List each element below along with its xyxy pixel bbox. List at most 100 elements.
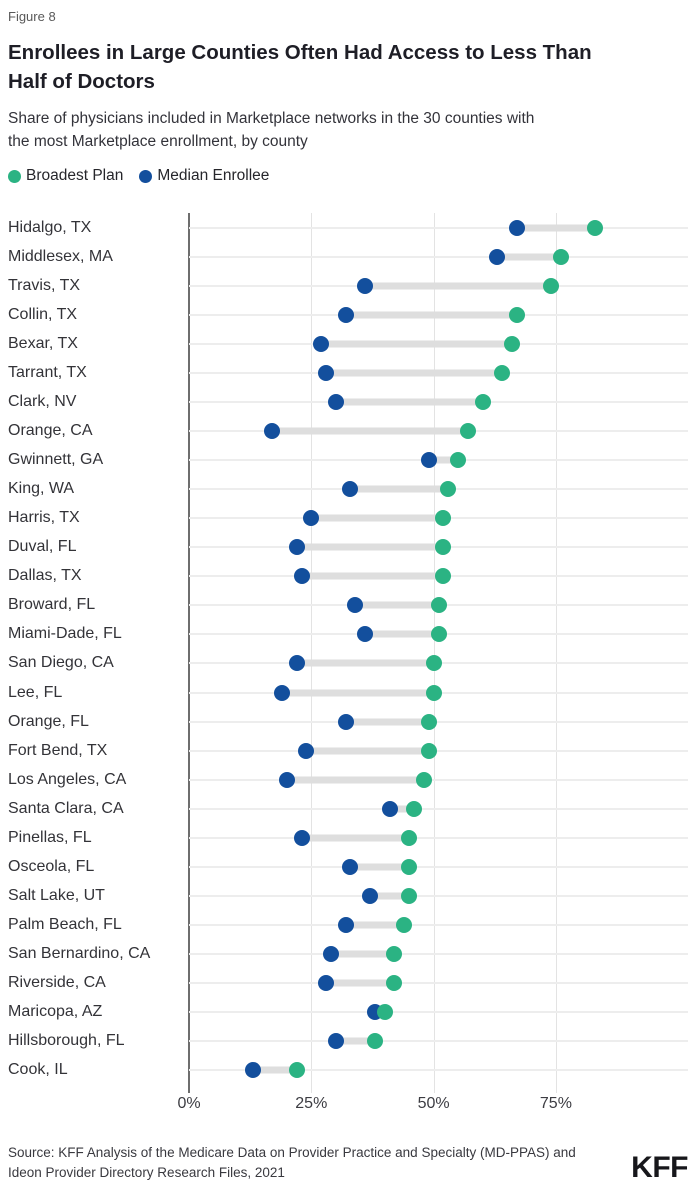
row-gridline — [189, 894, 688, 897]
row-gridline — [189, 778, 688, 781]
median-enrollee-dot — [362, 887, 378, 904]
subtitle-line-2: the most Marketplace enrollment, by coun… — [8, 133, 308, 150]
chart-row: Tarrant, TX — [8, 358, 688, 387]
row-gridline — [189, 255, 688, 258]
row-gridline — [189, 924, 688, 927]
row-plot — [189, 794, 688, 823]
dumbbell-connector — [345, 311, 517, 319]
median-enrollee-dot — [489, 248, 506, 265]
median-enrollee-dot — [381, 800, 398, 817]
chart-footer: Source: KFF Analysis of the Medicare Dat… — [8, 1143, 688, 1183]
dumbbell-connector — [325, 979, 395, 987]
dumbbell-connector — [301, 834, 410, 842]
chart-row: Fort Bend, TX — [8, 736, 688, 765]
row-plot — [189, 823, 688, 852]
broadest-plan-dot — [425, 655, 442, 672]
median-enrollee-dot — [357, 277, 374, 294]
chart-row: Hillsborough, FL — [8, 1027, 688, 1056]
dumbbell-connector — [296, 543, 444, 551]
dumbbell-connector — [428, 456, 459, 464]
x-tick-label: 75% — [539, 1094, 572, 1112]
page-title: Enrollees in Large Counties Often Had Ac… — [8, 38, 688, 96]
dumbbell-connector — [516, 224, 596, 232]
broadest-plan-dot — [430, 597, 447, 614]
county-label: Broward, FL — [8, 596, 96, 614]
county-label: Hillsborough, FL — [8, 1032, 125, 1050]
row-plot — [189, 881, 688, 910]
county-label: Harris, TX — [8, 509, 80, 527]
chart-row: Palm Beach, FL — [8, 911, 688, 940]
median-enrollee-dot — [244, 1062, 261, 1079]
median-enrollee-dot — [303, 510, 320, 527]
broadest-plan-dot — [552, 248, 569, 265]
x-tick-label: 25% — [295, 1094, 328, 1112]
median-enrollee-dot — [273, 684, 290, 701]
dumbbell-connector — [301, 572, 444, 580]
legend-label: Median Enrollee — [157, 167, 270, 184]
broadest-plan-dot — [401, 829, 418, 846]
chart-row: Miami-Dade, FL — [8, 620, 688, 649]
dumbbell-connector — [350, 485, 449, 493]
median-enrollee-dot — [342, 481, 359, 498]
source-line-2: Ideon Provider Directory Research Files,… — [8, 1165, 285, 1180]
legend-item-broadest-plan: Broadest Plan — [8, 167, 123, 185]
chart-row: Gwinnett, GA — [8, 446, 688, 475]
row-gridline — [189, 1011, 688, 1014]
dumbbell-connector — [345, 718, 429, 726]
row-plot — [189, 969, 688, 998]
chart-row: Dallas, TX — [8, 562, 688, 591]
dumbbell-connector — [325, 369, 503, 377]
row-plot — [189, 475, 688, 504]
county-label: Travis, TX — [8, 276, 81, 294]
county-label: Cook, IL — [8, 1061, 68, 1079]
county-label: Hidalgo, TX — [8, 218, 92, 236]
row-plot — [189, 242, 688, 271]
chart-row: Collin, TX — [8, 300, 688, 329]
legend-label: Broadest Plan — [26, 167, 124, 184]
median-enrollee-dot — [327, 393, 344, 410]
county-label: Salt Lake, UT — [8, 886, 105, 904]
chart-row: Salt Lake, UT — [8, 881, 688, 910]
row-plot — [189, 213, 688, 242]
row-gridline — [189, 953, 688, 956]
row-plot — [189, 911, 688, 940]
chart-subtitle: Share of physicians included in Marketpl… — [8, 107, 688, 153]
county-label: Tarrant, TX — [8, 363, 87, 381]
chart-row: Hidalgo, TX — [8, 213, 688, 242]
x-tick-label: 0% — [177, 1094, 201, 1112]
county-label: Riverside, CA — [8, 974, 106, 992]
county-label: Clark, NV — [8, 392, 77, 410]
chart-row: Santa Clara, CA — [8, 794, 688, 823]
chart-row: San Diego, CA — [8, 649, 688, 678]
row-plot — [189, 736, 688, 765]
chart-row: Clark, NV — [8, 387, 688, 416]
broadest-plan-dot — [440, 481, 457, 498]
source-note: Source: KFF Analysis of the Medicare Dat… — [8, 1143, 576, 1183]
median-enrollee-dot — [337, 917, 354, 934]
chart-row: Osceola, FL — [8, 852, 688, 881]
broadest-plan-dot — [435, 510, 452, 527]
row-gridline — [189, 1069, 688, 1072]
dumbbell-connector — [311, 514, 444, 522]
chart-row: Orange, FL — [8, 707, 688, 736]
row-plot — [189, 940, 688, 969]
median-enrollee-dot — [322, 946, 339, 963]
broadest-plan-dot — [508, 306, 525, 323]
row-gridline — [189, 749, 688, 752]
median-enrollee-dot-icon — [139, 169, 153, 183]
county-label: San Diego, CA — [8, 654, 114, 672]
broadest-plan-dot — [450, 452, 467, 469]
row-plot — [189, 533, 688, 562]
dumbbell-connector — [306, 747, 429, 755]
legend-item-median-enrollee: Median Enrollee — [139, 167, 269, 185]
row-plot — [189, 358, 688, 387]
broadest-plan-dot-icon — [8, 169, 21, 183]
chart-row: Broward, FL — [8, 591, 688, 620]
x-tick-label: 50% — [417, 1094, 450, 1112]
dumbbell-connector — [281, 689, 434, 697]
chart-row: Los Angeles, CA — [8, 765, 688, 794]
median-enrollee-dot — [313, 335, 330, 352]
row-gridline — [189, 982, 688, 985]
dumbbell-connector — [321, 340, 512, 348]
